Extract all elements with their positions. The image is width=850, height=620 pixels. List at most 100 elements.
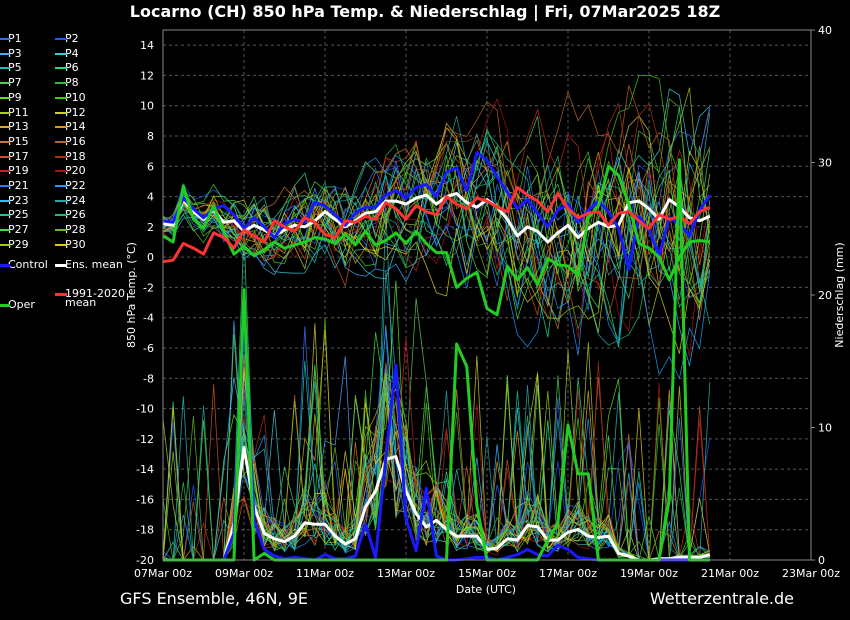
legend-item-oper: Oper	[0, 298, 35, 311]
legend-swatch	[0, 67, 10, 70]
member-temp-line	[162, 116, 711, 300]
legend-item-p11: P11	[0, 105, 29, 119]
x-tick-label: 09Mar 00z	[215, 567, 273, 580]
legend-item-ens-mean: Ens. mean	[55, 258, 123, 271]
legend-label: P30	[65, 237, 86, 251]
y-tick-label-left: -16	[136, 493, 154, 506]
legend-label: P2	[65, 32, 79, 45]
member-temp-line	[162, 130, 711, 325]
legend-swatch	[0, 229, 10, 232]
y-tick-label-left: -10	[136, 403, 154, 416]
legend-swatch	[55, 82, 67, 85]
y-tick-label-left: -20	[136, 554, 154, 567]
legend-label: P21	[8, 179, 29, 192]
legend-item-p25: P25	[0, 208, 29, 222]
y-tick-label-left: 14	[140, 39, 154, 52]
legend-item-p17: P17	[0, 149, 29, 163]
legend-item-p24: P24	[55, 193, 86, 207]
legend-item-p12: P12	[55, 105, 86, 119]
legend-swatch	[55, 170, 67, 173]
legend-clim-mean-line2: mean	[65, 296, 97, 309]
y-axis-right: 40 30 20 10 0	[811, 24, 832, 567]
legend-item-p14: P14	[55, 120, 86, 134]
legend-label: P15	[8, 134, 29, 148]
x-axis: 07Mar 00z 09Mar 00z 11Mar 00z 13Mar 00z 15Ma…	[134, 567, 840, 580]
y-tick-label-left: 10	[140, 100, 154, 113]
member-temp-line	[162, 167, 711, 354]
legend-item-p8: P8	[55, 76, 79, 90]
legend-label: Ens. mean	[65, 258, 123, 271]
legend-item-p18: P18	[55, 150, 86, 163]
member-temp-line	[162, 116, 711, 310]
y-tick-label-left: -4	[143, 312, 154, 325]
member-temp-line	[162, 165, 711, 284]
y-tick-label-left: 8	[147, 130, 154, 143]
legend-item-p4: P4	[55, 46, 79, 60]
legend-swatch	[0, 304, 10, 307]
legend-swatch	[0, 214, 10, 217]
legend-swatch	[0, 96, 10, 99]
y-tick-label-left: -18	[136, 524, 154, 537]
legend-swatch	[0, 38, 10, 40]
ens-mean-temp-line	[162, 192, 711, 244]
legend-swatch	[0, 185, 10, 187]
legend-item-p23: P23	[0, 194, 29, 207]
legend-item-p22: P22	[55, 179, 86, 192]
legend-swatch	[55, 264, 67, 267]
legend-label: P3	[8, 46, 22, 60]
legend-item-p29: P29	[0, 238, 29, 251]
legend-swatch	[0, 140, 10, 143]
legend-label: P24	[65, 193, 86, 207]
legend-label: P20	[65, 164, 86, 178]
legend: P1 P2 P3 P4 P5 P6 P7 P8 P9 P10 P11 P12 P13 P14 P15 P16 P…	[0, 32, 135, 322]
member-temp-line	[162, 109, 711, 318]
legend-item-p28: P28	[55, 223, 86, 236]
legend-swatch	[55, 38, 67, 40]
legend-item-p19: P19	[0, 164, 29, 177]
legend-item-p7: P7	[0, 76, 22, 90]
legend-label: P25	[8, 208, 29, 222]
legend-item-p21: P21	[0, 179, 29, 192]
legend-item-p2: P2	[55, 32, 79, 45]
oper-temp-line	[162, 164, 711, 317]
legend-label: P27	[8, 223, 29, 237]
member-precip-line	[163, 369, 710, 562]
legend-item-p13: P13	[0, 120, 29, 133]
legend-item-p30: P30	[55, 237, 86, 251]
y-tick-label-left: -6	[143, 342, 154, 355]
y-tick-label-left: 2	[147, 221, 154, 234]
legend-swatch	[55, 96, 67, 99]
legend-label: P12	[65, 105, 86, 119]
legend-item-p1: P1	[0, 32, 22, 45]
legend-swatch	[0, 170, 10, 173]
legend-swatch	[55, 155, 67, 158]
legend-swatch	[55, 52, 67, 55]
legend-item-clim-mean: 1991-2020	[55, 287, 125, 300]
legend-label: P6	[65, 61, 79, 75]
y-tick-label-right: 40	[818, 24, 832, 37]
y-tick-label-left: -8	[143, 372, 154, 385]
legend-swatch	[55, 126, 67, 129]
y-tick-label-right: 0	[818, 554, 825, 567]
legend-swatch	[55, 67, 67, 70]
legend-label: Oper	[8, 298, 35, 311]
legend-label: P7	[8, 76, 22, 90]
legend-item-p3: P3	[0, 46, 22, 60]
legend-item-p20: P20	[55, 164, 86, 178]
legend-label: P8	[65, 76, 79, 90]
legend-swatch	[0, 155, 10, 158]
legend-swatch	[55, 199, 67, 202]
x-tick-label: 19Mar 00z	[620, 567, 678, 580]
legend-label: P4	[65, 46, 79, 60]
y-axis-left: 14 12 10 8 6 4 2 0 -2 -4 -6 -8 -10 -12 -14 -16 -18 -20	[136, 39, 154, 567]
legend-swatch	[55, 140, 67, 143]
legend-label: P11	[8, 105, 29, 119]
y-tick-label-right: 30	[818, 157, 832, 170]
footer-site-link[interactable]: Wetterzentrale.de	[649, 589, 794, 608]
y-tick-label-left: 12	[140, 69, 154, 82]
legend-label: P14	[65, 120, 86, 134]
legend-label: P16	[65, 134, 86, 148]
legend-label: P17	[8, 149, 29, 163]
legend-swatch	[55, 214, 67, 217]
